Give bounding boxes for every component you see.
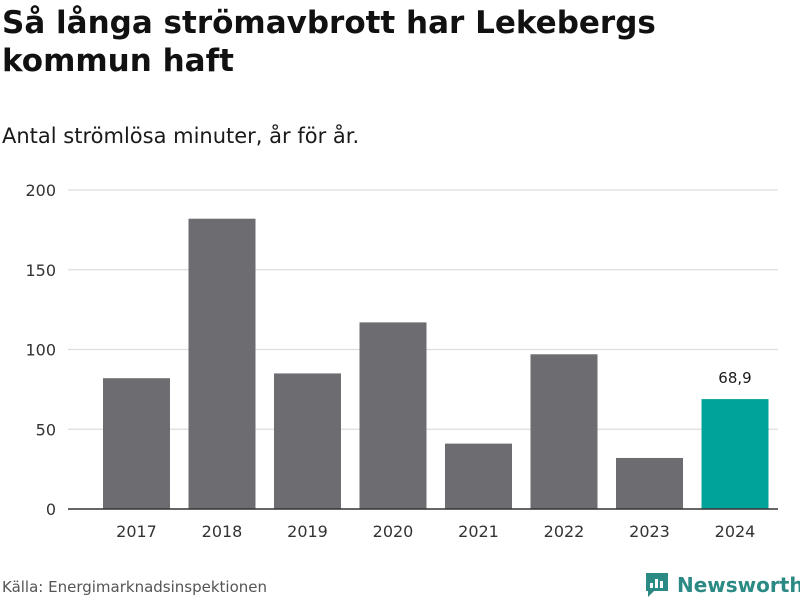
bar-2022 <box>530 354 598 509</box>
bar-2024 <box>701 399 769 509</box>
x-tick-label: 2017 <box>116 522 157 541</box>
y-tick-label: 200 <box>25 181 56 200</box>
newsworthy-logo[interactable]: Newsworthy <box>644 570 800 600</box>
bar-2020 <box>359 322 427 509</box>
x-tick-label: 2021 <box>458 522 499 541</box>
y-tick-label: 100 <box>25 341 56 360</box>
chart-subtitle: Antal strömlösa minuter, år för år. <box>2 124 360 148</box>
y-tick-label: 0 <box>46 500 56 519</box>
x-tick-label: 2020 <box>373 522 414 541</box>
bar-2019 <box>274 373 341 509</box>
bar-2018 <box>188 218 256 509</box>
x-tick-label: 2024 <box>715 522 756 541</box>
bar-2021 <box>445 443 512 509</box>
y-tick-label: 150 <box>25 261 56 280</box>
source-note: Källa: Energimarknadsinspektionen <box>2 578 268 596</box>
x-tick-label: 2019 <box>287 522 328 541</box>
y-tick-label: 50 <box>36 420 56 439</box>
x-tick-label: 2018 <box>202 522 243 541</box>
x-tick-label: 2022 <box>544 522 585 541</box>
bar-2017 <box>103 378 170 509</box>
bar-chart: 0 50 100 150 200 2017 2018 2019 2020 2021 2022 2023… <box>25 181 778 541</box>
data-label: 68,9 <box>718 369 751 387</box>
bar-2023 <box>616 457 683 509</box>
brand-name: Newsworthy <box>677 573 800 597</box>
newsworthy-chart-icon <box>646 573 668 597</box>
x-tick-label: 2023 <box>629 522 670 541</box>
chart-title: Så långa strömavbrott har Lekebergs komm… <box>2 5 656 79</box>
